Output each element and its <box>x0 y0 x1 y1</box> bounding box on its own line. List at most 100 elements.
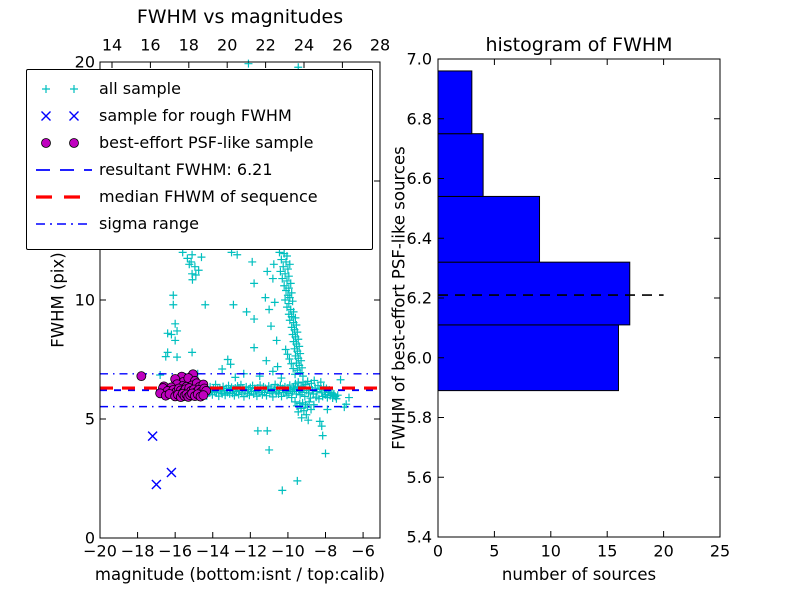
histogram-bar <box>437 70 473 135</box>
all-sample-point <box>332 394 341 403</box>
all-sample-point <box>263 426 272 435</box>
all-sample-point <box>286 279 295 288</box>
xtick-label: −20 <box>83 542 117 561</box>
all-sample-point <box>218 365 227 374</box>
all-sample-point <box>268 274 277 283</box>
right-plot-title: histogram of FWHM <box>485 34 673 56</box>
all-sample-point <box>287 312 296 321</box>
all-sample-point <box>305 397 314 406</box>
all-sample-point <box>194 266 203 275</box>
all-sample-point <box>265 445 274 454</box>
ytick-label: 6.6 <box>407 169 432 188</box>
legend-line-sample <box>36 194 92 199</box>
all-sample-point <box>323 405 332 414</box>
rough-fwhm-point <box>151 479 162 490</box>
all-sample-point <box>233 250 242 259</box>
histogram-bar <box>437 133 484 197</box>
all-sample-point <box>268 392 277 401</box>
right-plot-xlabel: number of sources <box>501 565 657 584</box>
histogram-xaxis-ticks: 0 5 10 15 20 25 <box>433 59 730 561</box>
all-sample-point <box>302 410 311 419</box>
legend-entry-1: sample for rough FWHM <box>27 102 372 129</box>
legend-label: sample for rough FWHM <box>99 106 292 125</box>
ytick-label: 6.4 <box>407 229 432 248</box>
all-sample-point <box>293 328 302 337</box>
all-sample-point <box>265 305 274 314</box>
x-marker <box>41 110 51 121</box>
xtick-label: 0 <box>433 542 443 561</box>
plus-legend-marker <box>42 84 78 93</box>
all-sample-point <box>173 326 182 335</box>
all-sample-point <box>295 342 304 351</box>
all-sample-point <box>239 392 248 401</box>
all-sample-point <box>229 300 238 309</box>
all-sample-point <box>289 307 298 316</box>
all-sample-point <box>289 364 298 373</box>
top-tick-label: 16 <box>140 36 160 55</box>
top-tick-label: 28 <box>370 36 390 55</box>
all-sample-point <box>307 405 316 414</box>
all-sample-point <box>191 271 200 280</box>
all-sample-point <box>277 392 286 401</box>
xtick-label: −10 <box>271 542 305 561</box>
all-sample-point <box>161 352 170 361</box>
ytick-label: 5.6 <box>407 468 432 487</box>
legend-label: sigma range <box>99 214 199 233</box>
all-sample-point <box>167 330 176 339</box>
all-sample-point <box>188 348 197 357</box>
all-sample-point <box>293 476 302 485</box>
all-sample-point <box>244 59 253 68</box>
ytick-label: 0 <box>85 529 95 548</box>
all-sample-point <box>169 291 178 300</box>
all-sample-point <box>321 449 330 458</box>
legend-entry-3: resultant FWHM: 6.21 <box>27 156 372 183</box>
all-sample-point <box>277 255 286 264</box>
all-sample-point <box>310 376 319 385</box>
xtick-label: 20 <box>653 542 673 561</box>
legend-label: all sample <box>99 79 181 98</box>
all-sample-point <box>188 250 197 259</box>
all-sample-point <box>163 329 172 338</box>
xtick-label: 15 <box>597 542 617 561</box>
circle-legend-marker <box>41 137 79 148</box>
xtick-label: 25 <box>710 542 730 561</box>
x-marker <box>69 110 79 121</box>
all-sample-point <box>281 296 290 304</box>
all-sample-point <box>278 274 287 283</box>
xtick-label: 5 <box>489 542 499 561</box>
all-sample-point <box>283 350 292 359</box>
all-sample-point <box>282 251 291 260</box>
all-sample-point <box>282 286 291 295</box>
all-sample-point <box>230 391 239 400</box>
xtick-label: 10 <box>541 542 561 561</box>
all-sample-point <box>296 349 305 358</box>
all-sample-point <box>185 260 194 269</box>
all-sample-point <box>226 360 235 369</box>
legend-label: median FHWM of sequence <box>99 187 318 206</box>
scatter-xaxis-ticks: −20 −18 −16 −14 −12 −10 −8 −6 <box>83 532 375 561</box>
all-sample-point <box>163 348 172 357</box>
ytick-label: 5.4 <box>407 528 432 547</box>
all-sample-point <box>285 260 294 269</box>
ytick-label: 5 <box>85 410 95 429</box>
left-plot-xlabel: magnitude (bottom:isnt / top:calib) <box>94 565 386 584</box>
xtick-label: −8 <box>314 542 338 561</box>
all-sample-point <box>263 267 272 276</box>
legend-entry-5: sigma range <box>27 210 372 237</box>
scatter-top-axis-ticks: 14 16 18 20 22 24 26 28 <box>102 36 390 68</box>
top-tick-label: 22 <box>255 36 275 55</box>
all-sample-point <box>201 300 210 309</box>
ytick-label: 6.8 <box>407 109 432 128</box>
all-sample-point <box>285 381 294 390</box>
all-sample-point <box>171 319 180 328</box>
histogram-bars <box>437 70 631 392</box>
all-sample-point <box>169 300 178 309</box>
ytick-label: 6.0 <box>407 348 432 367</box>
histogram-yaxis-ticks: 5.4 5.6 5.8 6.0 6.2 6.4 6.6 6.8 7.0 <box>407 50 720 547</box>
all-sample-point <box>304 416 313 425</box>
ytick-label: 5.8 <box>407 408 432 427</box>
all-sample-point <box>272 336 281 345</box>
top-tick-label: 24 <box>294 36 314 55</box>
all-sample-point <box>173 353 182 362</box>
